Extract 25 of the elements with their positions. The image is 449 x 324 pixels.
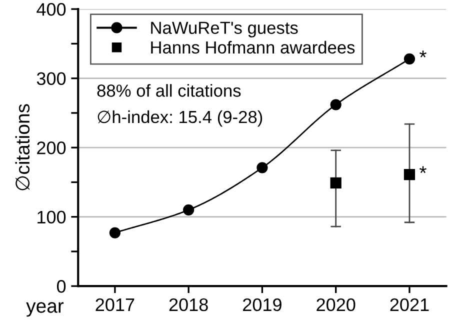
- x-tick-label: 2020: [316, 298, 356, 312]
- legend-label: Hanns Hofmann awardees: [151, 40, 355, 54]
- point: [183, 204, 194, 216]
- point: [330, 99, 342, 110]
- y-tick-label: 0: [56, 280, 66, 293]
- x-axis-title: year: [26, 302, 64, 317]
- x-tick-label: 2019: [243, 298, 282, 312]
- y-tick-label: 100: [38, 210, 66, 224]
- point: [256, 162, 268, 174]
- annotation: *: [420, 166, 426, 174]
- x-tick-label: 2021: [390, 298, 429, 312]
- legend-label: NaWuReT's guests: [151, 22, 298, 38]
- x-tick-label: 2017: [96, 298, 134, 312]
- annotation: *: [420, 50, 426, 58]
- y-axis-title: ∅citations: [15, 104, 30, 190]
- point: [109, 227, 120, 238]
- y-tick-label: 400: [36, 3, 66, 16]
- annotation: 88% of all citations: [97, 84, 241, 97]
- y-tick-label: 300: [36, 72, 66, 86]
- y-tick-label: 200: [37, 142, 66, 154]
- point: [404, 169, 416, 180]
- x-tick-label: 2018: [169, 298, 208, 312]
- point: [330, 177, 342, 188]
- annotation: ∅h-index: 15.4 (9-28): [98, 110, 262, 127]
- point: [404, 53, 416, 64]
